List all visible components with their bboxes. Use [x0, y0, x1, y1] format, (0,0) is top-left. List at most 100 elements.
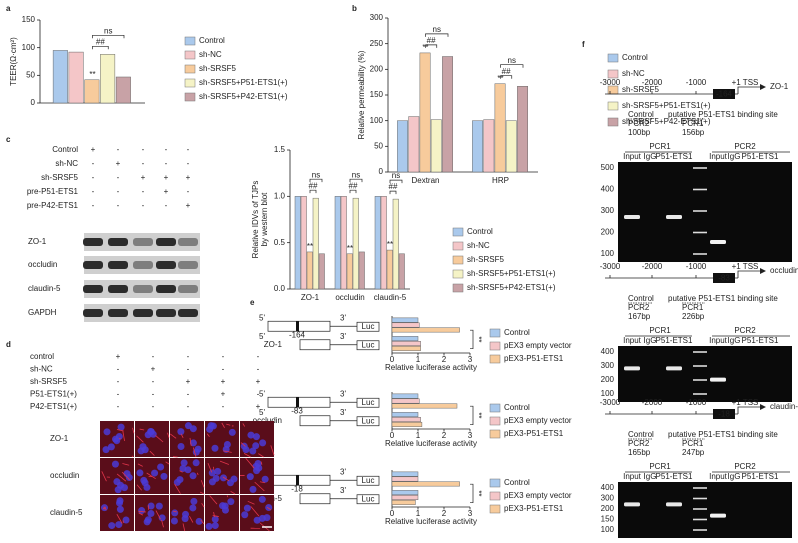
- binding-site: [296, 475, 299, 486]
- condition-label: control: [30, 352, 54, 361]
- x-axis-label: Relative luciferase activity: [385, 439, 477, 448]
- bar: [419, 52, 431, 173]
- nucleus: [117, 481, 125, 489]
- nucleus: [115, 433, 123, 441]
- sign: -: [117, 145, 120, 154]
- bar: [391, 499, 416, 505]
- legend-swatch: [452, 227, 464, 237]
- bar: [84, 79, 100, 104]
- membrane: [200, 480, 205, 488]
- bar: [306, 251, 313, 290]
- lane-label: IgG: [728, 472, 741, 481]
- panel-letter: a: [6, 4, 11, 13]
- lane-label: P51-ETS1: [742, 472, 779, 481]
- y-tick-label: 100: [22, 43, 36, 52]
- gel-group-label: PCR2: [734, 326, 756, 335]
- membrane: [223, 450, 232, 453]
- axis-label: +1 TSS: [732, 398, 759, 407]
- gene-label: occludin: [253, 416, 282, 425]
- significance-label: ns: [508, 56, 516, 65]
- membrane: [247, 500, 255, 505]
- panel-letter: d: [6, 340, 11, 349]
- nucleus: [170, 517, 178, 525]
- gel-band: [666, 502, 682, 507]
- gel-band: [710, 240, 726, 244]
- significance-bracket: [389, 190, 397, 195]
- nucleus: [252, 433, 260, 441]
- luc-box: [356, 321, 380, 332]
- nucleus: [205, 522, 213, 530]
- bar: [472, 120, 483, 173]
- y-tick-label: 50: [26, 70, 35, 79]
- panel-letter: f: [582, 40, 585, 49]
- membrane: [213, 511, 215, 518]
- significance-bracket: [349, 189, 357, 194]
- sign: -: [142, 159, 145, 168]
- significance-bracket: [309, 189, 317, 194]
- nucleus: [177, 428, 185, 436]
- significance-bracket: [349, 178, 363, 183]
- sign: +: [116, 352, 121, 361]
- gel-group-label: PCR2: [734, 142, 756, 151]
- blot-band: [178, 238, 198, 246]
- bar: [392, 198, 399, 290]
- sign: -: [187, 187, 190, 196]
- legend-swatch: [489, 478, 501, 488]
- nucleus: [259, 439, 267, 447]
- binding-site-label: putative P51-ETS1 binding site: [668, 430, 778, 439]
- significance-label: ##: [427, 36, 436, 45]
- bar: [115, 76, 131, 104]
- sign: -: [187, 390, 190, 399]
- significance-label: ns: [104, 26, 112, 35]
- bar: [346, 253, 353, 290]
- axis-label: -3000: [600, 398, 621, 407]
- site-label: -18: [291, 485, 303, 494]
- blot-band: [108, 285, 128, 293]
- row-label: ZO-1: [50, 434, 69, 443]
- sign: -: [165, 159, 168, 168]
- blot-band: [83, 261, 103, 269]
- sign: -: [187, 402, 190, 411]
- ladder-label: 200: [601, 375, 615, 384]
- blot-band: [83, 285, 103, 293]
- x-tick-label: 2: [442, 509, 447, 518]
- five-prime: 5': [259, 408, 265, 417]
- legend-swatch: [489, 416, 501, 426]
- control-amplicon: 100bp: [628, 128, 651, 137]
- membrane: [189, 437, 192, 446]
- blot-band: [178, 285, 198, 293]
- sign: -: [222, 365, 225, 374]
- y-tick-label: 150: [22, 15, 36, 24]
- x-axis-label: Relative luciferase activity: [385, 517, 477, 526]
- membrane: [139, 428, 145, 431]
- blot-band: [83, 238, 103, 246]
- membrane: [161, 519, 164, 528]
- axis-label: -1000: [686, 398, 707, 407]
- site-label: -18: [718, 410, 730, 419]
- y-axis-label: by western blot: [260, 192, 269, 247]
- nucleus: [228, 428, 236, 436]
- bar: [391, 398, 420, 404]
- significance-label: ##: [389, 182, 398, 191]
- significance-label: ##: [309, 181, 318, 190]
- membrane: [259, 481, 265, 484]
- nucleus: [151, 469, 159, 477]
- five-prime: 5': [259, 332, 265, 341]
- sign: -: [165, 145, 168, 154]
- arrow-head: [760, 84, 766, 90]
- membrane: [167, 432, 170, 438]
- significance-label: ##: [349, 181, 358, 190]
- membrane: [146, 472, 156, 480]
- condition-label: sh-NC: [55, 159, 78, 168]
- x-tick-label: 2: [442, 431, 447, 440]
- pcr1-amplicon: PCR1: [682, 303, 704, 312]
- bar: [391, 393, 419, 399]
- legend-label: Control: [504, 478, 530, 487]
- sign: +: [186, 201, 191, 210]
- lane-label: IgG: [728, 336, 741, 345]
- pcr1-amplicon: 226bp: [682, 312, 705, 321]
- sign: -: [142, 187, 145, 196]
- axis-label: -2000: [642, 78, 663, 87]
- nucleus: [211, 444, 219, 452]
